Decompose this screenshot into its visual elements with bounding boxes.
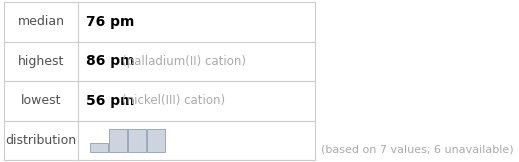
Text: 76 pm: 76 pm	[86, 15, 134, 29]
Bar	[128, 128, 146, 152]
Text: median: median	[18, 15, 64, 28]
Text: distribution: distribution	[5, 134, 77, 147]
Text: (based on 7 values; 6 unavailable): (based on 7 values; 6 unavailable)	[321, 144, 514, 154]
Text: highest: highest	[18, 55, 64, 68]
Bar	[109, 128, 127, 152]
Text: (palladium(II) cation): (palladium(II) cation)	[122, 55, 247, 68]
Bar	[90, 143, 108, 152]
Bar	[4, 2, 315, 160]
Text: 86 pm: 86 pm	[86, 54, 134, 68]
Text: 56 pm: 56 pm	[86, 94, 134, 108]
Text: lowest: lowest	[21, 94, 61, 107]
Text: (nickel(III) cation): (nickel(III) cation)	[122, 94, 226, 107]
Bar	[147, 128, 165, 152]
